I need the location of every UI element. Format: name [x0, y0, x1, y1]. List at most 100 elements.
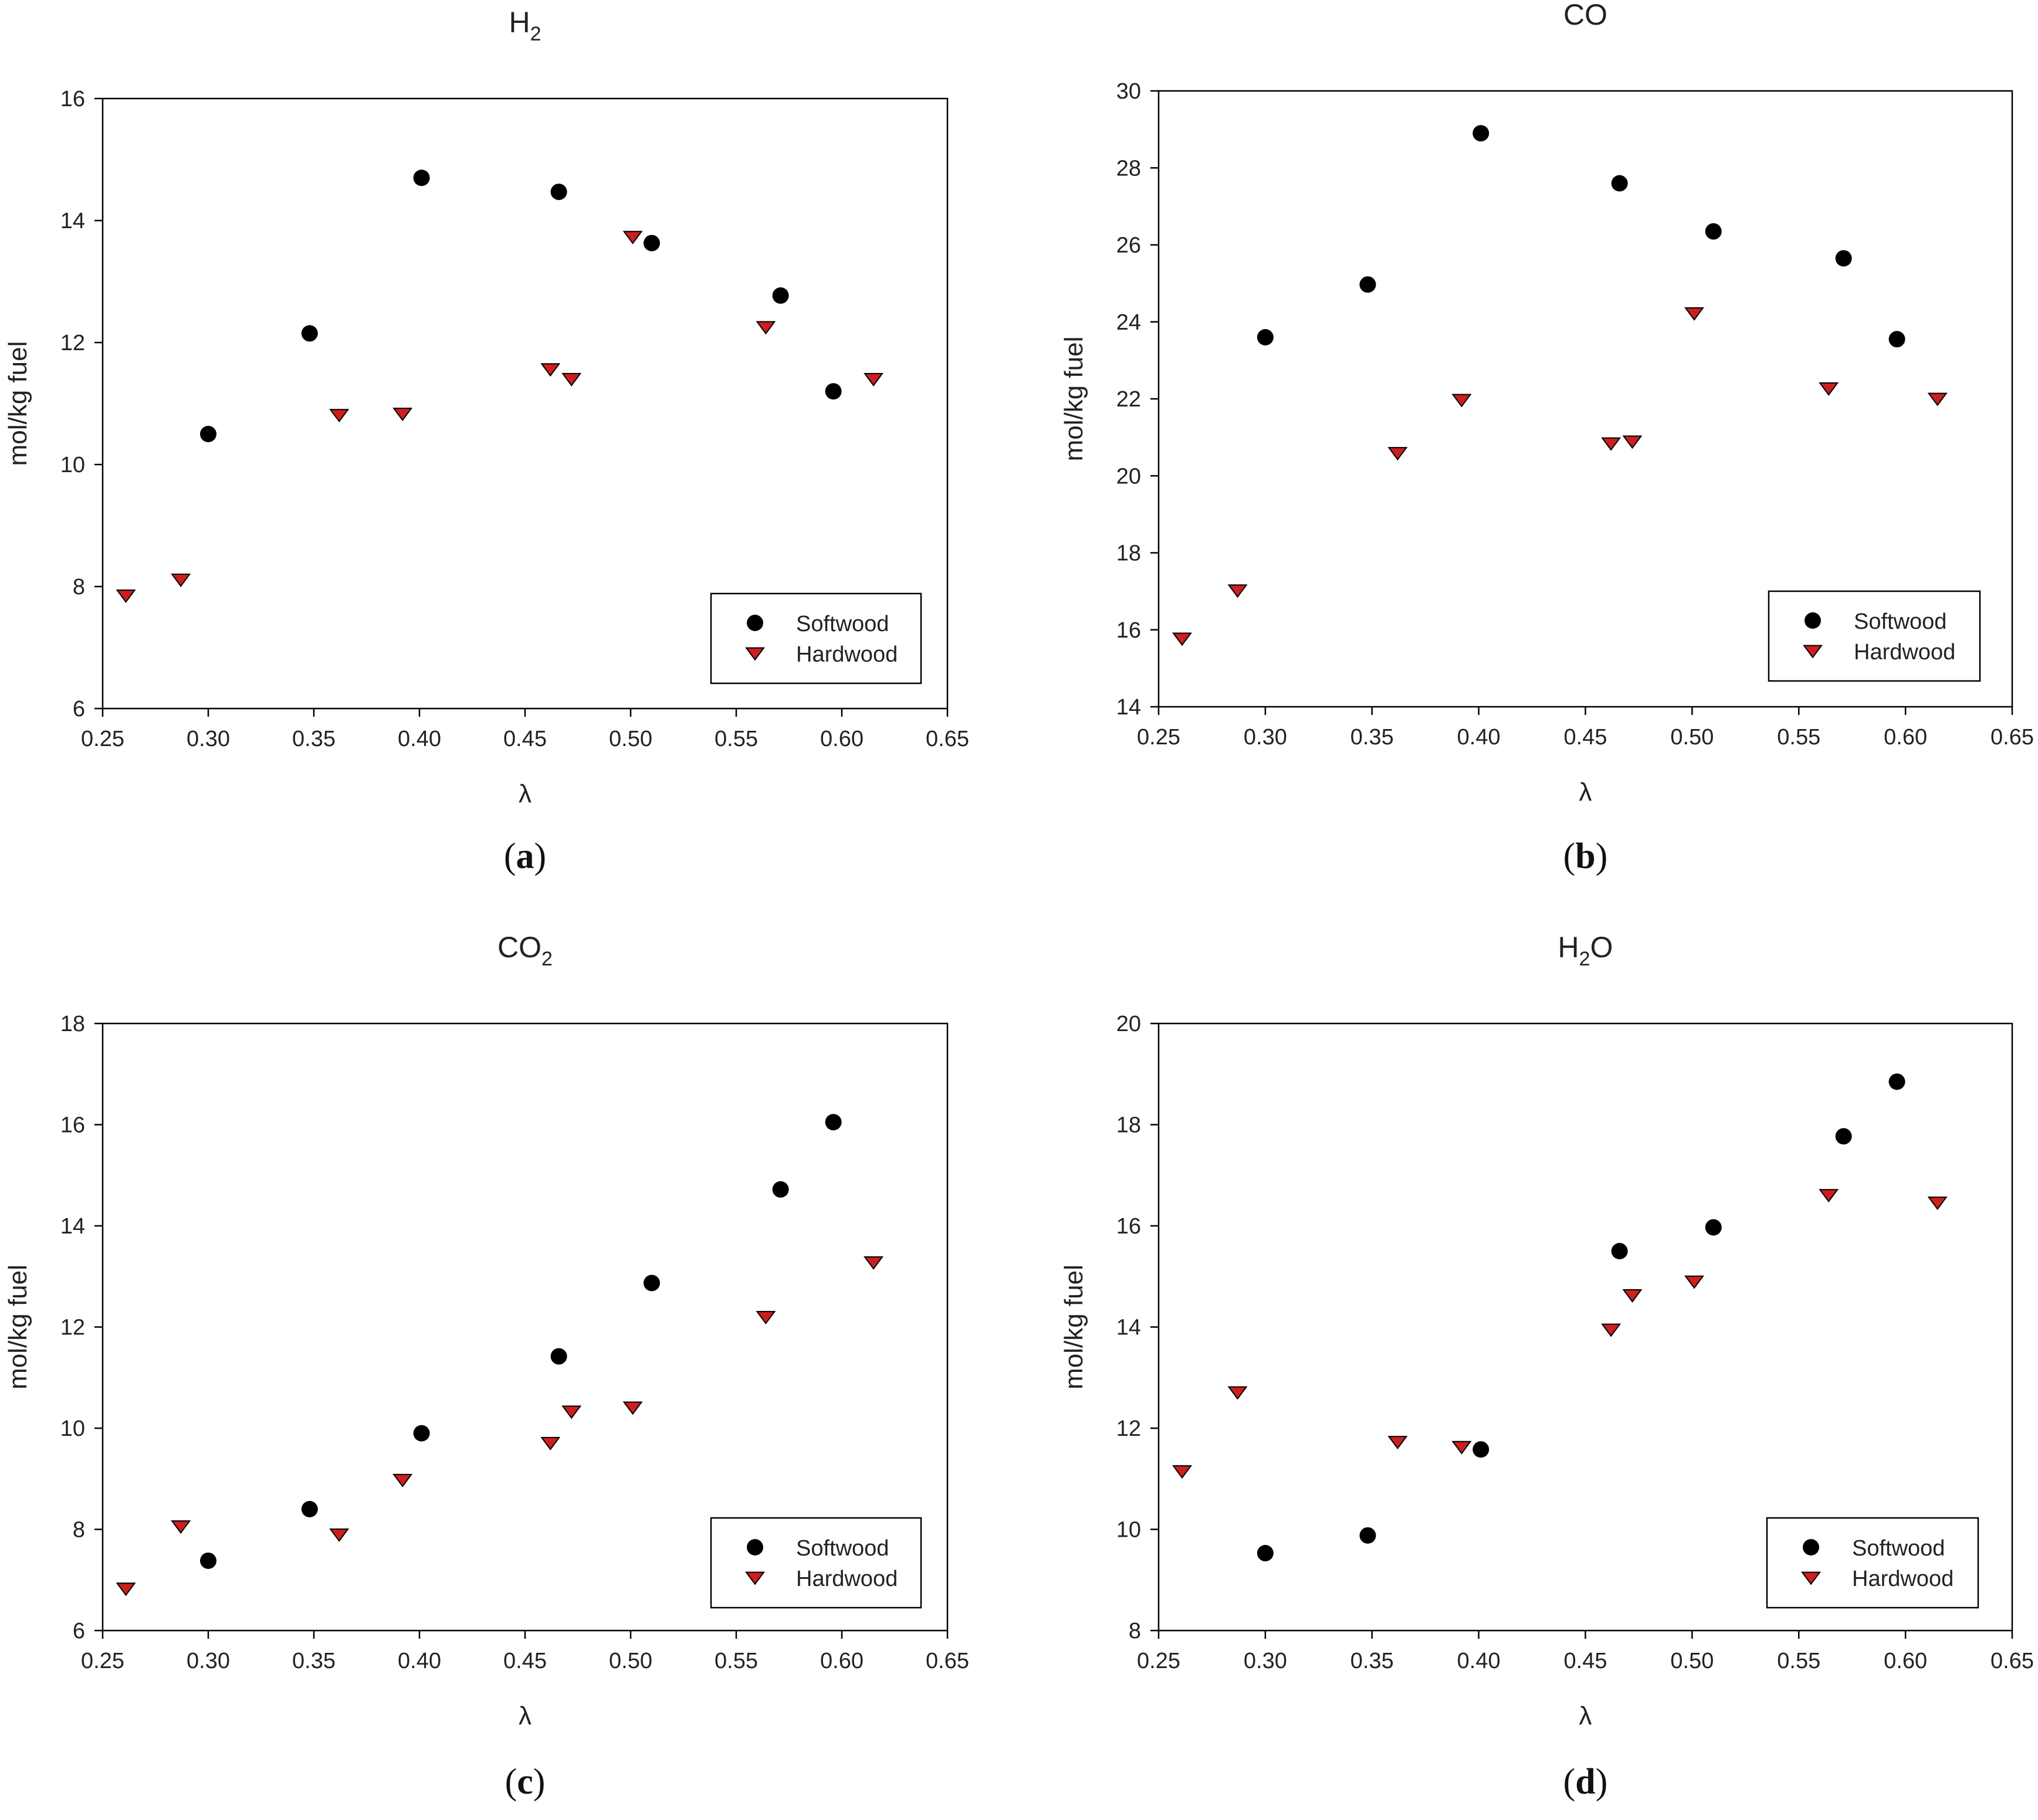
- y-tick-label: 14: [1116, 695, 1141, 720]
- x-axis-label: λ: [1579, 778, 1592, 806]
- softwood-point: [301, 1501, 318, 1517]
- legend-label-softwood: Softwood: [1854, 609, 1946, 634]
- hardwood-point: [1387, 447, 1408, 461]
- x-tick-label: 0.30: [1244, 725, 1287, 750]
- legend-softwood-marker: [747, 615, 763, 631]
- softwood-point: [200, 426, 216, 442]
- y-tick-label: 20: [1116, 1012, 1141, 1036]
- x-tick-label: 0.60: [1884, 725, 1927, 750]
- hardwood-point: [1819, 382, 1839, 396]
- x-tick-label: 0.65: [926, 1649, 969, 1673]
- hardwood-point: [1819, 1189, 1839, 1203]
- softwood-point: [772, 287, 789, 304]
- hardwood-point: [622, 231, 643, 245]
- x-tick-label: 0.25: [81, 1649, 124, 1673]
- legend-box: [710, 1517, 922, 1609]
- y-tick-label: 16: [60, 87, 85, 111]
- hardwood-point: [171, 574, 191, 587]
- y-tick-label: 18: [1116, 1113, 1141, 1138]
- softwood-point: [1472, 125, 1489, 142]
- softwood-point: [550, 184, 567, 201]
- legend: Softwood Hardwood: [1768, 590, 1981, 682]
- legend-label-softwood: Softwood: [796, 612, 889, 636]
- x-tick-label: 0.55: [715, 1649, 758, 1673]
- softwood-point: [825, 383, 842, 400]
- y-tick-label: 10: [60, 453, 85, 477]
- softwood-point: [1359, 1527, 1376, 1544]
- softwood-point: [550, 1348, 567, 1365]
- x-tick-label: 0.55: [715, 727, 758, 751]
- y-tick-label: 16: [60, 1113, 85, 1138]
- y-tick-label: 8: [73, 1518, 85, 1543]
- legend-softwood-marker: [1803, 1539, 1819, 1555]
- hardwood-point: [1451, 394, 1472, 408]
- softwood-point: [1705, 223, 1722, 240]
- x-tick-label: 0.65: [1990, 725, 2034, 750]
- softwood-point: [301, 325, 318, 342]
- hardwood-point: [392, 1473, 413, 1487]
- hardwood-point: [1601, 1323, 1621, 1337]
- y-tick-label: 14: [60, 1214, 85, 1239]
- hardwood-point: [1601, 437, 1621, 451]
- legend-label-softwood: Softwood: [796, 1536, 889, 1561]
- legend-box: [1768, 590, 1981, 682]
- chart-panel-a: H2 0.25 0.30 0.35 0.40 0.45 0.50 0.55 0.60 0.65 6 8…: [4, 6, 969, 876]
- x-tick-label: 0.65: [1990, 1649, 2034, 1673]
- chart-title: H2: [509, 6, 541, 45]
- x-tick-label: 0.40: [1457, 1649, 1501, 1673]
- x-tick-label: 0.45: [1564, 1649, 1607, 1673]
- y-axis-label: mol/kg fuel: [1059, 337, 1088, 462]
- legend-hardwood-marker: [745, 1571, 765, 1585]
- hardwood-point: [1227, 584, 1248, 598]
- chart-title: H2O: [1558, 931, 1613, 970]
- softwood-point: [413, 1425, 430, 1442]
- legend-label-hardwood: Hardwood: [1852, 1567, 1954, 1591]
- hardwood-point: [561, 1405, 582, 1419]
- softwood-point: [1888, 1073, 1905, 1090]
- x-tick-label: 0.45: [1564, 725, 1607, 750]
- softwood-point: [644, 235, 660, 252]
- chart-panel-c: CO2 0.25 0.30 0.35 0.40 0.45 0.50 0.55 0.60 0.65 6…: [4, 931, 969, 1802]
- softwood-point: [772, 1181, 789, 1198]
- hardwood-point: [622, 1401, 643, 1415]
- x-tick-label: 0.40: [398, 727, 441, 751]
- hardwood-point: [1387, 1436, 1408, 1450]
- softwood-point: [1359, 276, 1376, 293]
- softwood-point: [1611, 1243, 1628, 1260]
- x-tick-label: 0.50: [609, 1649, 652, 1673]
- x-tick-label: 0.65: [926, 727, 969, 751]
- hardwood-point: [756, 1311, 776, 1325]
- softwood-point: [1611, 175, 1628, 192]
- y-tick-label: 12: [1116, 1416, 1141, 1441]
- softwood-point: [200, 1552, 216, 1569]
- legend-box: [1766, 1517, 1979, 1609]
- y-axis-label: mol/kg fuel: [4, 341, 32, 466]
- panel-caption: (b): [1563, 836, 1608, 876]
- x-tick-label: 0.55: [1777, 1649, 1820, 1673]
- y-tick-label: 6: [73, 697, 85, 721]
- softwood-point: [413, 170, 430, 187]
- hardwood-point: [561, 372, 582, 387]
- hardwood-point: [1451, 1441, 1472, 1455]
- y-tick-label: 16: [1116, 618, 1141, 643]
- y-tick-label: 8: [73, 575, 85, 599]
- softwood-point: [644, 1275, 660, 1292]
- x-tick-label: 0.25: [1137, 725, 1180, 750]
- legend: Softwood Hardwood: [710, 1517, 922, 1609]
- hardwood-point: [1927, 1197, 1948, 1211]
- hardwood-point: [116, 589, 136, 604]
- x-axis-label: λ: [519, 1702, 531, 1730]
- y-axis-label: mol/kg fuel: [4, 1265, 32, 1389]
- hardwood-point: [392, 408, 413, 422]
- y-tick-label: 22: [1116, 387, 1141, 412]
- hardwood-point: [1684, 1275, 1704, 1289]
- legend-box: [710, 592, 922, 684]
- chart-title: CO: [1563, 0, 1607, 31]
- x-tick-label: 0.50: [1670, 1649, 1714, 1673]
- hardwood-point: [1172, 1465, 1192, 1479]
- hardwood-point: [1172, 632, 1192, 646]
- x-tick-label: 0.30: [1244, 1649, 1287, 1673]
- legend-label-hardwood: Hardwood: [1854, 640, 1955, 665]
- legend-hardwood-marker: [1803, 645, 1823, 659]
